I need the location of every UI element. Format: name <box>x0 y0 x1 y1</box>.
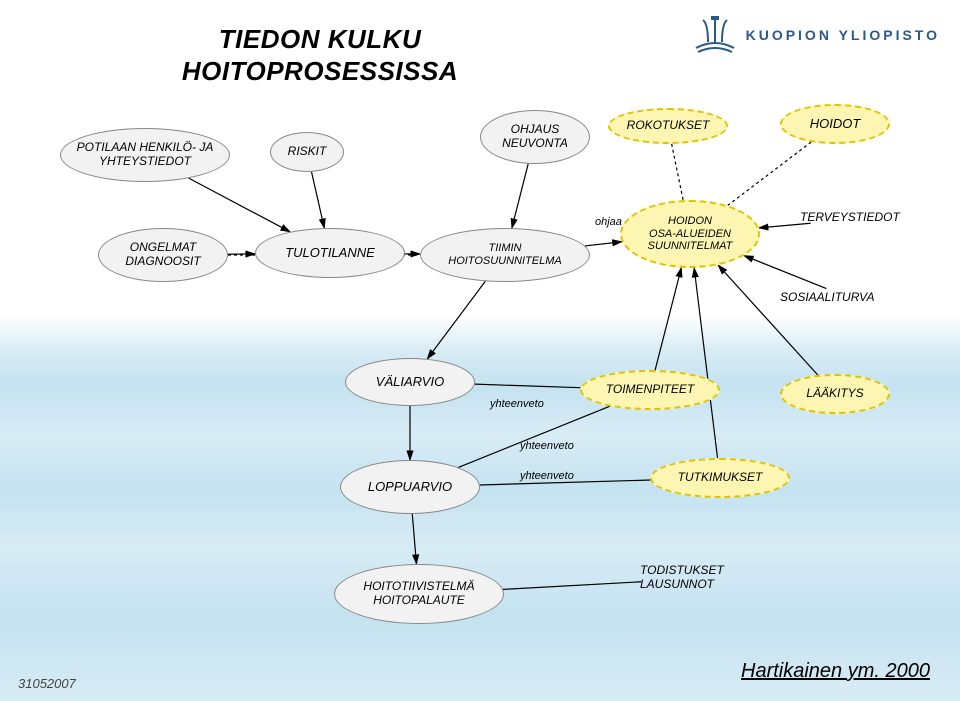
arrow-laakitys-hoidon <box>718 265 818 375</box>
node-label: LÄÄKITYS <box>806 387 863 401</box>
node-hoidot: HOIDOT <box>780 104 890 144</box>
node-riskit: RISKIT <box>270 132 344 172</box>
arrow-potilaan-tulotilanne <box>189 178 290 232</box>
arrow-sosiaaliturva-hoidon <box>744 256 826 289</box>
edge-label-yhteenveto3: yhteenveto <box>520 470 574 482</box>
node-todistukset: TODISTUKSETLAUSUNNOT <box>640 558 780 598</box>
arrow-ohjaus-tiimin <box>512 164 528 228</box>
logo-text: KUOPION YLIOPISTO <box>746 27 940 43</box>
node-sosiaaliturva: SOSIAALITURVA <box>780 288 920 308</box>
node-label: TOIMENPITEET <box>606 383 694 397</box>
node-label: LOPPUARVIO <box>368 480 452 495</box>
edge-label-yhteenveto2: yhteenveto <box>520 440 574 452</box>
arrow-rokotukset-hoidon <box>672 144 683 200</box>
node-tulotilanne: TULOTILANNE <box>255 228 405 278</box>
node-toimenpiteet: TOIMENPITEET <box>580 370 720 410</box>
arrow-loppuarvio-toimenpiteet <box>458 406 609 467</box>
node-label: TIIMINHOITOSUUNNITELMA <box>448 242 561 267</box>
node-rokotukset: ROKOTUKSET <box>608 108 728 144</box>
node-loppuarvio: LOPPUARVIO <box>340 460 480 514</box>
node-label: SOSIAALITURVA <box>780 291 874 305</box>
arrow-hoidot-hoidon <box>728 142 811 205</box>
node-label: HOIDONOSA-ALUEIDENSUUNNITELMAT <box>648 215 733 253</box>
fountain-icon <box>694 14 736 56</box>
node-label: HOITOTIIVISTELMÄHOITOPALAUTE <box>363 580 474 608</box>
node-label: TULOTILANNE <box>285 246 375 261</box>
node-laakitys: LÄÄKITYS <box>780 374 890 414</box>
arrow-valiarvio-toimenpiteet <box>475 384 581 388</box>
node-label: TUTKIMUKSET <box>678 471 763 485</box>
node-terveystiedot: TERVEYSTIEDOT <box>800 208 940 228</box>
edge-label-ohjaa: ohjaa <box>595 216 622 228</box>
arrow-riskit-tulotilanne <box>312 172 325 228</box>
node-hoitotiiv: HOITOTIIVISTELMÄHOITOPALAUTE <box>334 564 504 624</box>
node-label: RISKIT <box>288 145 327 159</box>
node-label: HOIDOT <box>810 117 861 132</box>
logo-block: KUOPION YLIOPISTO <box>694 14 940 56</box>
node-label: VÄLIARVIO <box>376 375 444 390</box>
node-hoidon: HOIDONOSA-ALUEIDENSUUNNITELMAT <box>620 200 760 268</box>
arrow-toimenpiteet-hoidon <box>655 268 681 370</box>
node-label: OHJAUSNEUVONTA <box>502 123 568 151</box>
node-label: TODISTUKSETLAUSUNNOT <box>640 564 724 592</box>
node-potilaan: POTILAAN HENKILÖ- JAYHTEYSTIEDOT <box>60 128 230 182</box>
node-ohjaus: OHJAUSNEUVONTA <box>480 110 590 164</box>
node-valiarvio: VÄLIARVIO <box>345 358 475 406</box>
node-tutkimukset: TUTKIMUKSET <box>650 458 790 498</box>
arrow-loppuarvio-hoitotiiv <box>412 514 416 564</box>
page-title-line2: HOITOPROSESSISSA <box>0 56 640 87</box>
arrow-todistukset-hoitotiiv <box>503 582 641 590</box>
node-tiimin: TIIMINHOITOSUUNNITELMA <box>420 228 590 282</box>
slide-root: KUOPION YLIOPISTO TIEDON KULKU HOITOPROS… <box>0 0 960 701</box>
footer-date: 31052007 <box>18 676 76 691</box>
node-label: POTILAAN HENKILÖ- JAYHTEYSTIEDOT <box>77 141 214 169</box>
arrow-tiimin-valiarvio <box>427 281 485 359</box>
node-ongelmat: ONGELMATDIAGNOOSIT <box>98 228 228 282</box>
node-label: ROKOTUKSET <box>627 119 710 133</box>
arrow-tutkimukset-hoidon <box>694 268 717 458</box>
node-label: ONGELMATDIAGNOOSIT <box>125 241 200 269</box>
edge-label-yhteenveto1: yhteenveto <box>490 398 544 410</box>
arrow-tiimin-hoidon <box>585 242 622 246</box>
page-title-line1: TIEDON KULKU <box>0 24 640 55</box>
node-label: TERVEYSTIEDOT <box>800 211 900 225</box>
footer-citation: Hartikainen ym. 2000 <box>741 660 930 683</box>
